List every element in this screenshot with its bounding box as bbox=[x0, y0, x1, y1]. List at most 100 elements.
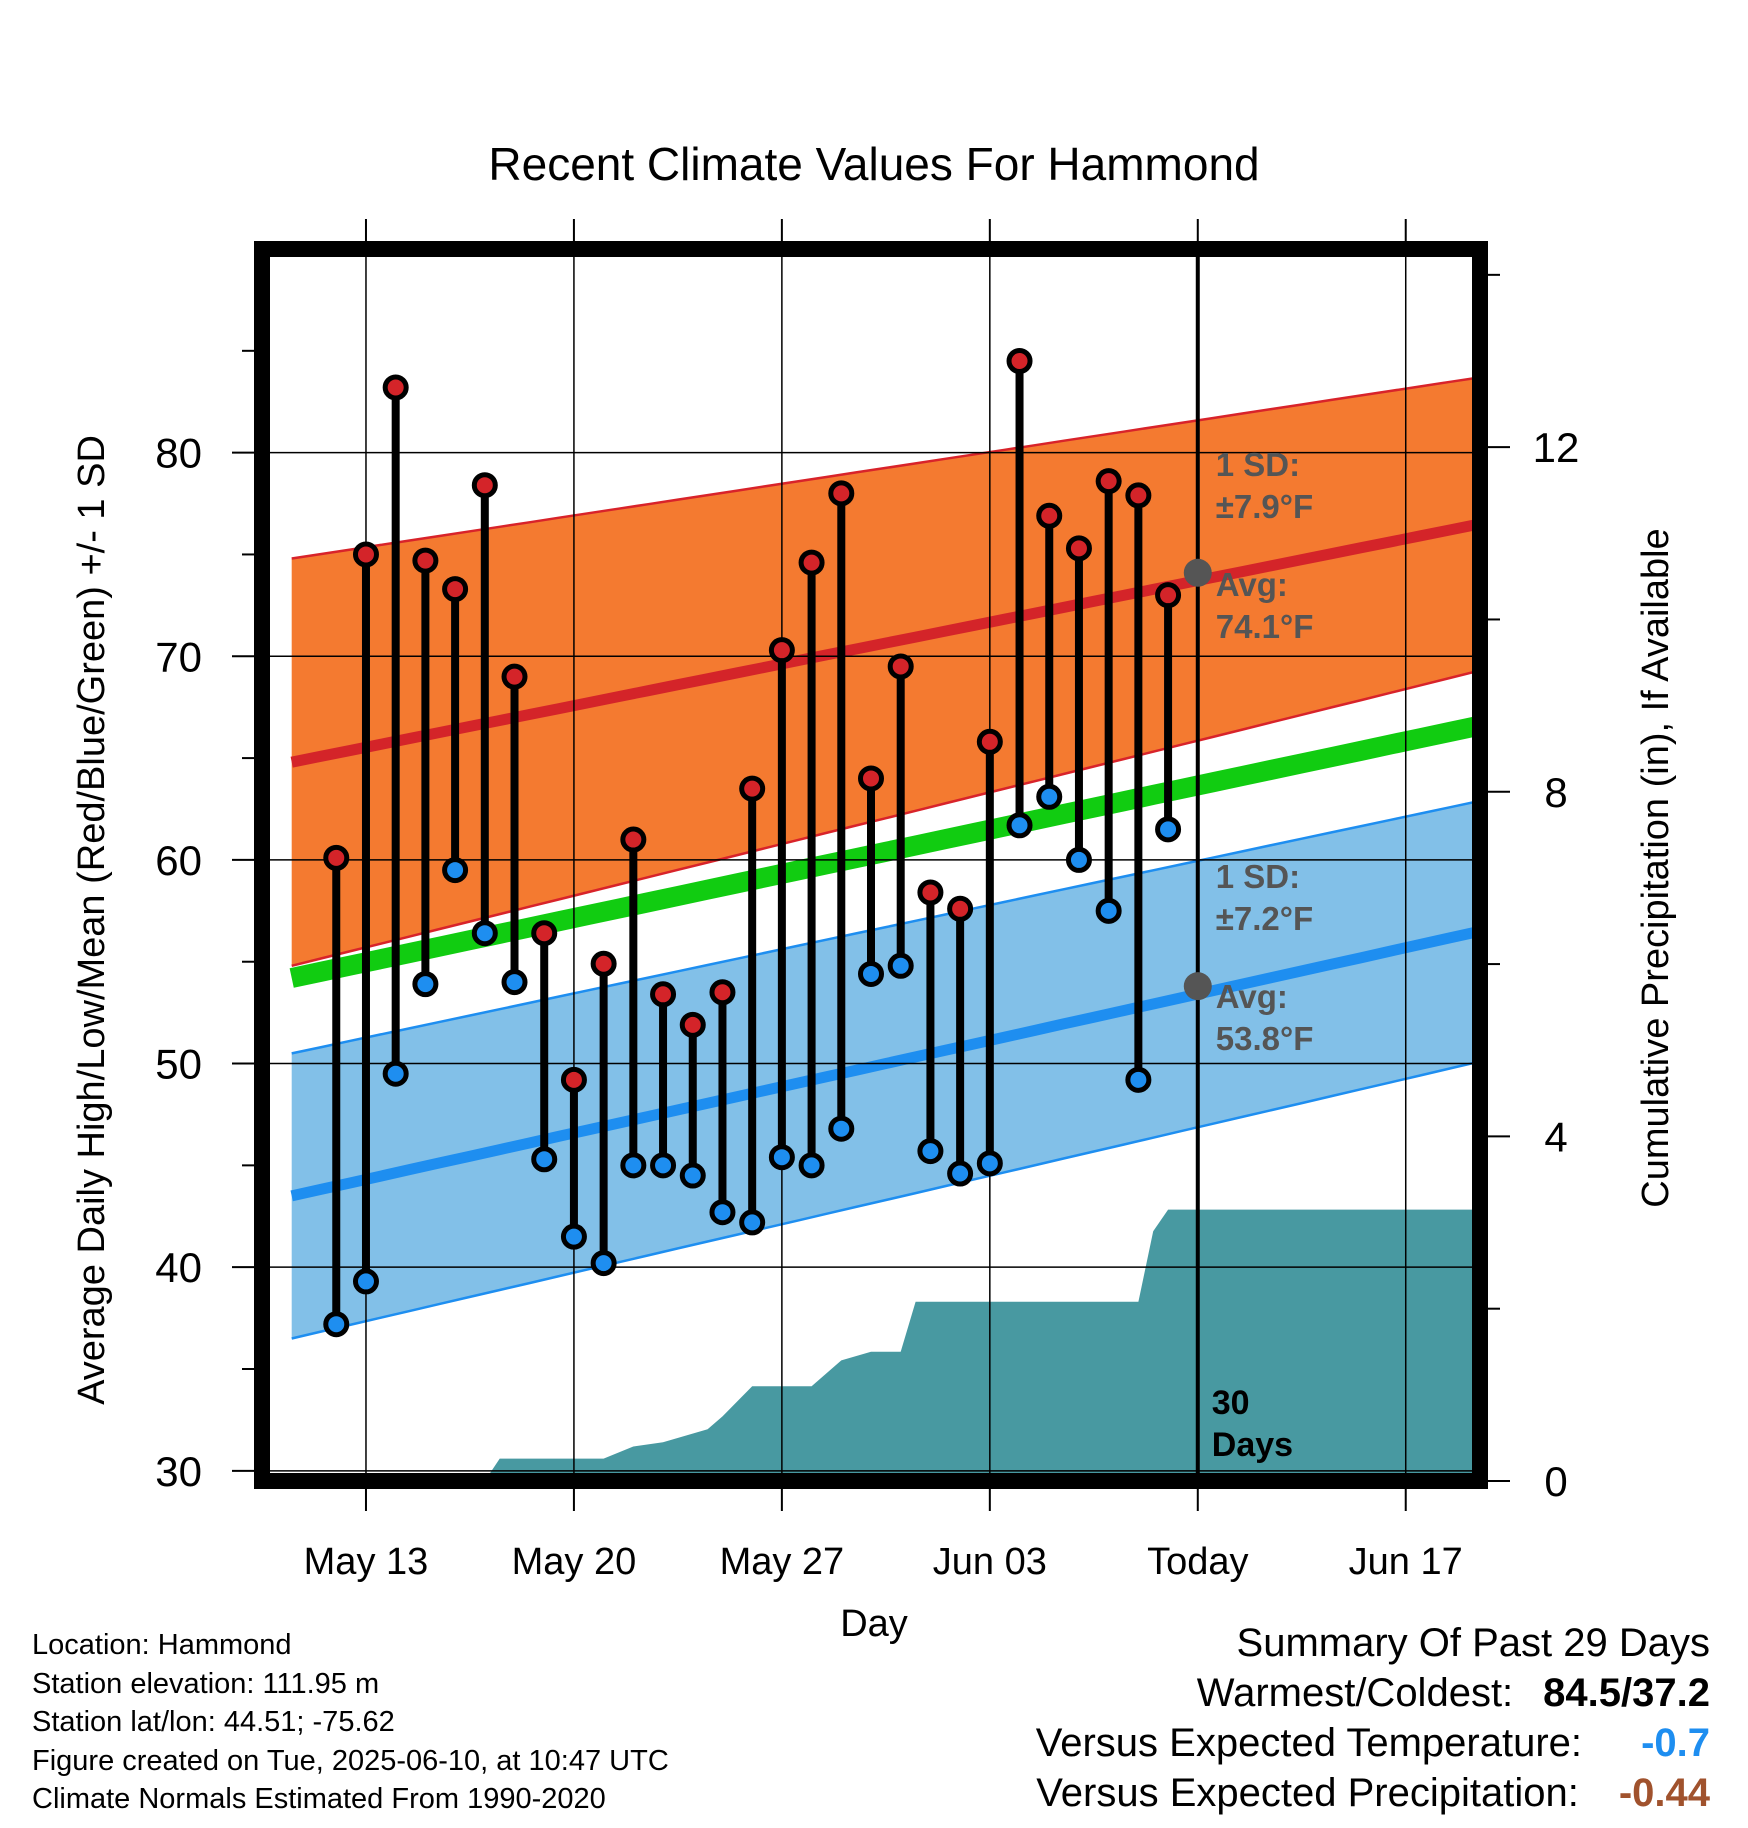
daily-low-marker bbox=[1006, 812, 1033, 839]
daily-high-marker bbox=[352, 541, 379, 568]
daily-low-marker bbox=[679, 1162, 706, 1189]
x-tick-label: May 27 bbox=[720, 1541, 845, 1583]
chart-title: Recent Climate Values For Hammond bbox=[488, 138, 1259, 190]
high-band-upper-edge bbox=[291, 376, 1480, 560]
high-avg-label: Avg: bbox=[1216, 566, 1288, 603]
warmest-coldest-value: 84.5/37.2 bbox=[1543, 1671, 1710, 1715]
daily-low-marker bbox=[382, 1060, 409, 1087]
x-tick-label: Jun 17 bbox=[1349, 1541, 1463, 1583]
precipitation-area bbox=[291, 1209, 1480, 1481]
summary-title: Summary Of Past 29 Days bbox=[1236, 1621, 1710, 1665]
daily-high-marker bbox=[947, 895, 974, 922]
daily-high-marker bbox=[1095, 468, 1122, 495]
temp-deviation-value: -0.7 bbox=[1641, 1721, 1710, 1765]
high-avg-value: 74.1°F bbox=[1216, 608, 1314, 645]
high-sd-label: 1 SD: bbox=[1216, 446, 1300, 483]
x-tick-label: May 13 bbox=[304, 1541, 429, 1583]
summary-panel: Summary Of Past 29 Days Warmest/Coldest:… bbox=[1036, 1618, 1710, 1818]
period-label-line1: 30 bbox=[1212, 1384, 1250, 1422]
daily-low-marker bbox=[590, 1250, 617, 1277]
daily-high-marker bbox=[887, 653, 914, 680]
daily-high-marker bbox=[976, 728, 1003, 755]
low-avg-value: 53.8°F bbox=[1216, 1020, 1314, 1057]
low-band-lower-edge bbox=[291, 1060, 1480, 1340]
observations-layer bbox=[323, 348, 1182, 1338]
daily-low-marker bbox=[442, 857, 469, 884]
precip-deviation-value: -0.44 bbox=[1618, 1771, 1710, 1815]
normals-text: Climate Normals Estimated From 1990-2020 bbox=[32, 1783, 606, 1815]
precip-deviation-label: Versus Expected Precipitation: bbox=[1036, 1771, 1579, 1815]
daily-high-marker bbox=[382, 374, 409, 401]
right-y-tick-label: 12 bbox=[1533, 424, 1580, 471]
today-low-average-dot bbox=[1183, 972, 1212, 1001]
daily-high-marker bbox=[739, 775, 766, 802]
daily-low-marker bbox=[1065, 846, 1092, 873]
summary-precip: Versus Expected Precipitation: -0.44 bbox=[1036, 1768, 1710, 1818]
daily-low-marker bbox=[1036, 783, 1063, 810]
daily-low-marker bbox=[352, 1268, 379, 1295]
today-high-average-dot bbox=[1183, 558, 1212, 587]
annotations-layer: 1 SD: ±7.9°F Avg: 74.1°F 1 SD: ±7.2°F Avg: 53.8… bbox=[1183, 446, 1314, 1464]
daily-high-marker bbox=[412, 547, 439, 574]
precipitation-layer bbox=[291, 1209, 1480, 1481]
x-axis-label: Day bbox=[840, 1603, 908, 1645]
daily-low-marker bbox=[828, 1115, 855, 1142]
daily-low-marker bbox=[798, 1152, 825, 1179]
daily-high-marker bbox=[679, 1011, 706, 1038]
x-tick-label: Jun 03 bbox=[933, 1541, 1047, 1583]
y-tick-label: 60 bbox=[155, 837, 202, 884]
y-tick-label: 30 bbox=[155, 1448, 202, 1495]
period-label-line2: Days bbox=[1212, 1426, 1293, 1464]
daily-high-marker bbox=[1125, 482, 1152, 509]
y-tick-label: 70 bbox=[155, 633, 202, 680]
daily-high-marker bbox=[501, 663, 528, 690]
elevation-text: Station elevation: 111.95 m bbox=[32, 1667, 380, 1700]
daily-low-marker bbox=[412, 971, 439, 998]
daily-low-marker bbox=[501, 969, 528, 996]
daily-low-marker bbox=[1125, 1066, 1152, 1093]
temp-deviation-label: Versus Expected Temperature: bbox=[1035, 1721, 1582, 1765]
right-y-tick-label: 0 bbox=[1544, 1458, 1567, 1505]
daily-high-marker bbox=[590, 950, 617, 977]
daily-low-marker bbox=[858, 960, 884, 987]
daily-low-marker bbox=[976, 1150, 1003, 1177]
daily-high-marker bbox=[1155, 582, 1182, 609]
daily-low-marker bbox=[620, 1152, 647, 1179]
y-axis-label: Average Daily High/Low/Mean (Red/Blue/Gr… bbox=[71, 435, 113, 1405]
station-metadata: Location: Hammond Station elevation: 111… bbox=[32, 1626, 669, 1819]
plot-frame bbox=[254, 241, 1488, 1489]
high-average-line bbox=[290, 518, 1480, 768]
summary-warmest-coldest: Warmest/Coldest: 84.5/37.2 bbox=[1036, 1668, 1710, 1718]
daily-high-marker bbox=[828, 480, 855, 507]
daily-low-marker bbox=[560, 1223, 587, 1250]
daily-high-marker bbox=[323, 844, 350, 871]
daily-high-marker bbox=[650, 981, 677, 1008]
daily-low-marker bbox=[531, 1146, 558, 1173]
y-axis-right-label: Cumulative Precipitation (in), If Availa… bbox=[1635, 528, 1677, 1207]
high-band-lower-edge bbox=[291, 669, 1480, 968]
daily-low-marker bbox=[947, 1160, 974, 1187]
high-sd-value: ±7.9°F bbox=[1216, 488, 1313, 525]
x-tick-label: May 20 bbox=[512, 1541, 637, 1583]
daily-low-marker bbox=[650, 1152, 677, 1179]
daily-high-marker bbox=[531, 920, 558, 947]
location-text: Location: Hammond bbox=[32, 1629, 292, 1661]
latlon-text: Station lat/lon: 44.51; -75.62 bbox=[32, 1706, 395, 1738]
daily-high-marker bbox=[1036, 502, 1063, 529]
daily-high-marker bbox=[560, 1066, 587, 1093]
daily-low-marker bbox=[887, 952, 914, 979]
daily-high-marker bbox=[798, 549, 825, 576]
low-sd-band bbox=[291, 800, 1480, 1339]
low-sd-label: 1 SD: bbox=[1216, 858, 1300, 895]
daily-high-marker bbox=[917, 879, 944, 906]
right-y-tick-label: 8 bbox=[1544, 769, 1567, 816]
daily-low-marker bbox=[709, 1199, 736, 1226]
plot-border bbox=[254, 241, 1488, 1489]
daily-low-marker bbox=[471, 920, 498, 947]
y-tick-label: 80 bbox=[155, 430, 202, 477]
daily-low-marker bbox=[768, 1144, 795, 1171]
warmest-coldest-label: Warmest/Coldest: bbox=[1196, 1671, 1514, 1715]
high-sd-band bbox=[291, 377, 1480, 966]
created-text: Figure created on Tue, 2025-06-10, at 10… bbox=[32, 1744, 669, 1777]
low-band-upper-edge bbox=[291, 799, 1480, 1055]
